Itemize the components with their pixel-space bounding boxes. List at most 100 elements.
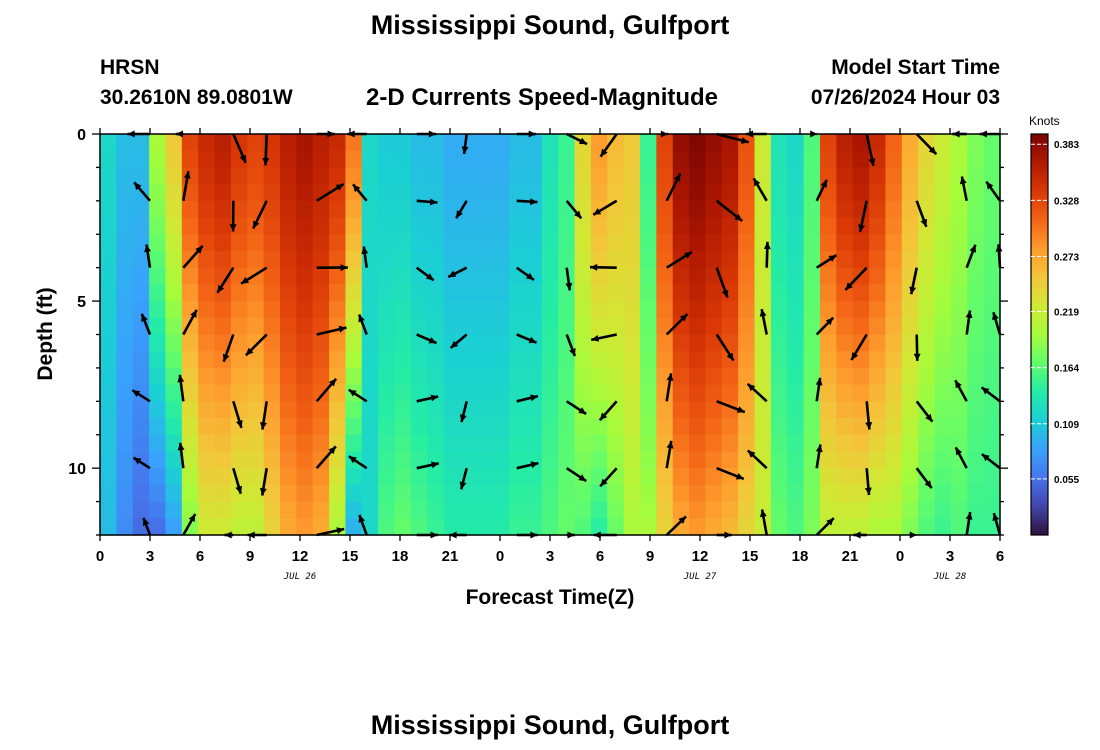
heatmap-cell <box>165 384 183 402</box>
heatmap-cell <box>803 317 821 336</box>
heatmap-cell <box>901 518 919 536</box>
heatmap-cell <box>476 134 494 152</box>
heatmap-cell <box>230 200 248 219</box>
heatmap-cell <box>116 434 134 453</box>
x-axis: 0 3 6 9 12 15 18 21 0 3 6 9 12 15 18 21 0 3 6 <box>96 128 1004 565</box>
heatmap-cell <box>689 184 707 202</box>
heatmap-cell <box>116 468 134 486</box>
heatmap-cell <box>852 418 870 436</box>
heatmap-cell <box>672 317 690 336</box>
heatmap-cell <box>558 484 576 503</box>
heatmap-cell <box>296 284 314 302</box>
heatmap-cell <box>410 501 428 519</box>
vector-arrowhead <box>132 390 141 397</box>
heatmap-cell <box>247 184 265 202</box>
heatmap-cell <box>590 184 608 202</box>
vector-arrowhead <box>358 514 366 523</box>
vector-arrowhead <box>992 513 1000 521</box>
heatmap-cell <box>820 434 837 453</box>
x-tick-label: 6 <box>596 548 604 565</box>
heatmap-cell <box>885 351 903 369</box>
heatmap-cell <box>394 184 412 202</box>
heatmap-cell <box>689 317 707 336</box>
heatmap-cell <box>427 250 445 269</box>
heatmap-cell <box>950 501 968 519</box>
heatmap-cell <box>983 200 1001 219</box>
heatmap-cell <box>836 317 854 336</box>
heatmap-cell <box>329 167 347 185</box>
heatmap-cell <box>460 250 477 269</box>
heatmap-cell <box>296 134 314 152</box>
heatmap-cell <box>836 234 854 252</box>
heatmap-cell <box>869 418 887 436</box>
heatmap-cell <box>803 301 821 319</box>
heatmap-cell <box>754 267 772 285</box>
heatmap-cell <box>345 267 363 285</box>
heatmap-cell <box>901 384 919 402</box>
heatmap-cell <box>312 317 330 336</box>
heatmap-cell <box>165 284 183 302</box>
heatmap-cell <box>820 217 837 235</box>
heatmap-cell <box>656 217 674 235</box>
heatmap-cell <box>149 468 167 486</box>
heatmap-cell <box>492 518 510 536</box>
heatmap-cell <box>967 451 985 469</box>
heatmap-cell <box>230 518 248 536</box>
heatmap-cell <box>869 384 887 402</box>
heatmap-cell <box>623 434 641 453</box>
heatmap-cell <box>329 484 347 503</box>
heatmap-cell <box>623 301 641 319</box>
heatmap-cell <box>312 217 330 235</box>
heatmap-cell <box>312 451 330 469</box>
heatmap-cell <box>427 217 445 235</box>
heatmap-cell <box>394 284 412 302</box>
heatmap-cell <box>967 317 985 336</box>
heatmap-cell <box>885 250 903 269</box>
heatmap-cell <box>165 334 183 352</box>
vector-arrowhead <box>965 512 973 520</box>
heatmap-cell <box>689 217 707 235</box>
heatmap-cell <box>738 468 756 486</box>
heatmap-cell <box>198 418 216 436</box>
heatmap-cell <box>312 351 330 369</box>
vector-arrowhead <box>328 446 336 455</box>
heatmap-cell <box>100 501 117 519</box>
heatmap-cell <box>509 284 527 302</box>
heatmap-cell <box>950 401 968 419</box>
heatmap-cell <box>820 334 837 352</box>
heatmap-cell <box>296 484 314 503</box>
vector-arrowhead <box>236 420 243 428</box>
heatmap-cell <box>541 451 559 469</box>
heatmap-cell <box>983 167 1001 185</box>
heatmap-cell <box>149 367 167 386</box>
heatmap-cell <box>361 334 379 352</box>
heatmap-cell <box>721 384 739 402</box>
heatmap-cell <box>345 334 363 352</box>
heatmap-cell <box>476 234 494 252</box>
heatmap-cell <box>656 518 674 536</box>
heatmap-cell <box>558 284 576 302</box>
heatmap-cell <box>263 284 281 302</box>
heatmap-cell <box>165 401 183 419</box>
heatmap-cell <box>803 167 821 185</box>
heatmap-cell <box>689 401 707 419</box>
heatmap-cell <box>345 367 363 386</box>
heatmap-cell <box>967 434 985 453</box>
heatmap-cell <box>721 250 739 269</box>
heatmap-cell <box>721 301 739 319</box>
heatmap-cell <box>476 284 494 302</box>
heatmap-cell <box>836 518 854 536</box>
y-tick-label: 5 <box>77 294 86 311</box>
heatmap-cell <box>296 418 314 436</box>
heatmap-cell <box>476 167 494 185</box>
heatmap-cell <box>607 217 625 235</box>
heatmap-cell <box>509 384 527 402</box>
heatmap-cell <box>116 501 134 519</box>
vector-arrowhead <box>328 378 337 387</box>
heatmap-cell <box>803 284 821 302</box>
heatmap-cell <box>443 301 461 319</box>
x-tick-label: 3 <box>546 548 554 565</box>
heatmap-cell <box>836 267 854 285</box>
heatmap-cell <box>100 317 117 336</box>
heatmap-cell <box>705 434 723 453</box>
